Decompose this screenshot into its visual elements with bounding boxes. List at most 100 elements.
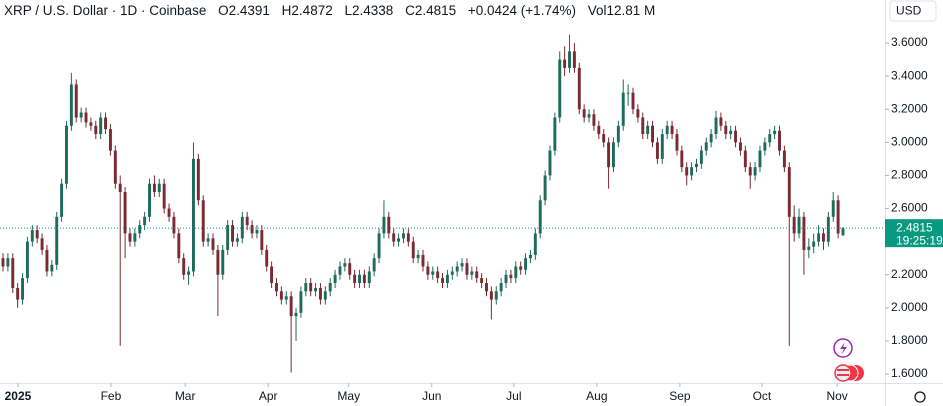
candle-body (152, 183, 156, 192)
candle-body (289, 296, 293, 317)
y-tick-label: 2.6000 (891, 201, 928, 215)
candle-body (494, 291, 498, 300)
candle-body (265, 249, 269, 267)
candle-body (148, 183, 151, 217)
candle-body (743, 150, 747, 168)
candle-body (616, 125, 620, 143)
candle-body (626, 92, 630, 94)
y-tick-label: 3.0000 (891, 135, 928, 149)
x-tick-label: 2025 (5, 389, 32, 403)
candle-body (167, 208, 171, 217)
candle-body (436, 271, 440, 279)
candle-body (231, 225, 234, 242)
countdown-label: 19:25:19 (896, 233, 943, 247)
candle-body (74, 84, 78, 118)
candle-body (802, 216, 806, 250)
candle-body (714, 117, 718, 135)
x-tick-label: May (337, 389, 360, 403)
indicator-icons (833, 338, 864, 382)
candle-body (299, 291, 303, 313)
y-tick-label: 3.4000 (891, 68, 928, 82)
candle-body (670, 125, 674, 135)
high-label: H (281, 3, 292, 18)
candle-body (35, 230, 39, 239)
candle-body (333, 274, 337, 284)
x-tick-label: Jun (422, 389, 441, 403)
candle-body (455, 266, 459, 272)
candle-body (55, 216, 59, 265)
x-tick-label: Sep (669, 389, 691, 403)
candle-body (397, 238, 401, 242)
candle-body (465, 263, 469, 275)
candle-body (773, 130, 777, 135)
candle-body (21, 278, 24, 300)
candle-body (392, 233, 396, 242)
low-label: L (344, 3, 352, 18)
candle-body (636, 109, 640, 118)
candle-body (631, 92, 635, 110)
candle-body (211, 238, 215, 250)
candle-body (94, 125, 98, 135)
candle-body (597, 125, 601, 135)
candle-body (123, 191, 127, 234)
candle-body (675, 134, 679, 151)
candle-body (568, 51, 571, 68)
candle-body (543, 175, 547, 201)
candle-body (690, 167, 694, 176)
candle-body (138, 225, 142, 234)
candle-body (284, 296, 288, 300)
candle-body (99, 117, 103, 135)
flag-stripe (837, 369, 849, 371)
candle-body (817, 233, 821, 242)
candle-body (665, 125, 669, 135)
y-tick-label: 3.6000 (891, 35, 928, 49)
candle-body (826, 216, 830, 242)
candle-body (294, 312, 298, 317)
candle-body (104, 117, 108, 130)
plot (0, 34, 885, 373)
candle-body (353, 274, 357, 284)
candle-body (401, 233, 405, 239)
candle-body (719, 117, 723, 126)
candle-body (309, 283, 313, 292)
candle-body (40, 238, 44, 250)
candle-body (387, 216, 391, 234)
candle-body (260, 230, 264, 250)
candle-body (426, 266, 430, 275)
x-tick-label: Mar (175, 389, 196, 403)
candle-body (470, 271, 474, 275)
settings-button[interactable] (914, 391, 926, 403)
candle-body (778, 130, 781, 151)
y-tick-label: 2.8000 (891, 168, 928, 182)
candle-body (724, 125, 728, 135)
x-tick-label: Feb (101, 389, 122, 403)
open-value: 2.4391 (228, 3, 270, 18)
candle-body (475, 271, 479, 279)
candle-body (245, 216, 249, 226)
candle-body (655, 142, 659, 159)
candle-body (113, 150, 117, 184)
last-price-label: 2.4815 (896, 220, 933, 234)
candle-body (480, 278, 484, 284)
candle-body (646, 125, 650, 135)
candle-body (441, 278, 444, 284)
candle-body (748, 167, 752, 176)
candle-body (738, 142, 742, 151)
candle-body (323, 291, 327, 300)
candle-body (182, 258, 186, 275)
candle-body (611, 142, 615, 168)
candle-body (30, 230, 34, 242)
candle-body (548, 150, 552, 176)
candle-body (460, 263, 464, 267)
candle-body (84, 112, 88, 123)
candle-body (504, 274, 508, 284)
currency-button[interactable] (889, 0, 937, 22)
x-tick-label: Oct (753, 389, 772, 403)
x-tick-label: Apr (259, 389, 278, 403)
lightning-glyph (840, 342, 847, 355)
flag-icon[interactable] (834, 364, 852, 382)
candle-body (133, 233, 137, 242)
candle-body (187, 271, 191, 275)
candle-body (572, 51, 576, 68)
candle-body (108, 129, 112, 151)
